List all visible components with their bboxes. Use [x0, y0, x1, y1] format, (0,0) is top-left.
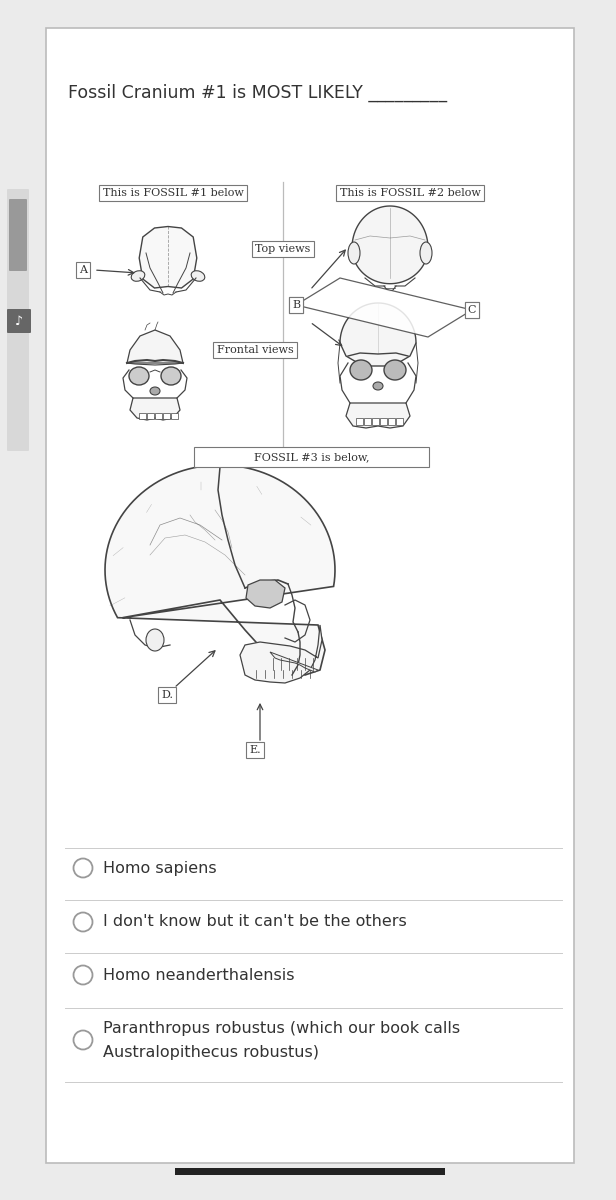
Text: This is FOSSIL #1 below: This is FOSSIL #1 below — [102, 188, 243, 198]
Text: E.: E. — [249, 745, 261, 755]
Text: ♪: ♪ — [15, 314, 23, 328]
Text: C: C — [468, 305, 476, 314]
Circle shape — [73, 858, 92, 877]
Text: C: C — [468, 305, 476, 314]
Polygon shape — [340, 304, 416, 366]
Bar — [396, 418, 403, 425]
Bar — [356, 418, 363, 425]
Text: A: A — [79, 265, 87, 275]
Polygon shape — [270, 652, 318, 672]
Text: Homo neanderthalensis: Homo neanderthalensis — [103, 967, 294, 983]
Ellipse shape — [129, 367, 149, 385]
Ellipse shape — [191, 271, 205, 281]
Bar — [139, 413, 146, 419]
Text: B: B — [292, 300, 300, 310]
Polygon shape — [130, 398, 180, 420]
Text: D.: D. — [161, 690, 173, 700]
Polygon shape — [139, 227, 197, 288]
Bar — [364, 418, 371, 425]
Text: Fossil Cranium #1 is MOST LIKELY _________: Fossil Cranium #1 is MOST LIKELY _______… — [68, 84, 447, 102]
Ellipse shape — [131, 271, 145, 281]
Ellipse shape — [350, 360, 372, 380]
Ellipse shape — [150, 386, 160, 395]
Polygon shape — [296, 278, 472, 337]
Ellipse shape — [161, 367, 181, 385]
FancyBboxPatch shape — [175, 1168, 445, 1175]
Polygon shape — [346, 403, 410, 428]
Bar — [372, 418, 379, 425]
Text: Paranthropus robustus (which our book calls: Paranthropus robustus (which our book ca… — [103, 1020, 460, 1036]
Circle shape — [73, 966, 92, 984]
FancyBboxPatch shape — [9, 199, 27, 271]
Circle shape — [73, 1031, 92, 1050]
Text: This is FOSSIL #2 below: This is FOSSIL #2 below — [339, 188, 480, 198]
Polygon shape — [352, 206, 428, 283]
Bar — [155, 413, 162, 419]
Polygon shape — [105, 466, 335, 674]
Ellipse shape — [384, 360, 406, 380]
FancyBboxPatch shape — [7, 188, 29, 451]
Text: Frontal views: Frontal views — [217, 346, 293, 355]
FancyBboxPatch shape — [194, 446, 429, 467]
Text: FOSSIL #3 is below,: FOSSIL #3 is below, — [254, 452, 370, 462]
Text: Australopithecus robustus): Australopithecus robustus) — [103, 1044, 319, 1060]
FancyBboxPatch shape — [46, 28, 574, 1163]
Circle shape — [73, 912, 92, 931]
Ellipse shape — [373, 382, 383, 390]
Bar — [388, 418, 395, 425]
FancyBboxPatch shape — [7, 308, 31, 332]
Ellipse shape — [420, 242, 432, 264]
Text: Top views: Top views — [255, 244, 310, 254]
Bar — [163, 413, 170, 419]
Text: I don't know but it can't be the others: I don't know but it can't be the others — [103, 914, 407, 930]
Ellipse shape — [146, 629, 164, 650]
Ellipse shape — [348, 242, 360, 264]
Polygon shape — [127, 330, 183, 362]
Bar — [380, 418, 387, 425]
Text: Homo sapiens: Homo sapiens — [103, 860, 217, 876]
Text: B: B — [292, 300, 300, 310]
Polygon shape — [246, 580, 285, 608]
Bar — [171, 413, 178, 419]
Polygon shape — [240, 625, 322, 683]
Bar — [147, 413, 154, 419]
